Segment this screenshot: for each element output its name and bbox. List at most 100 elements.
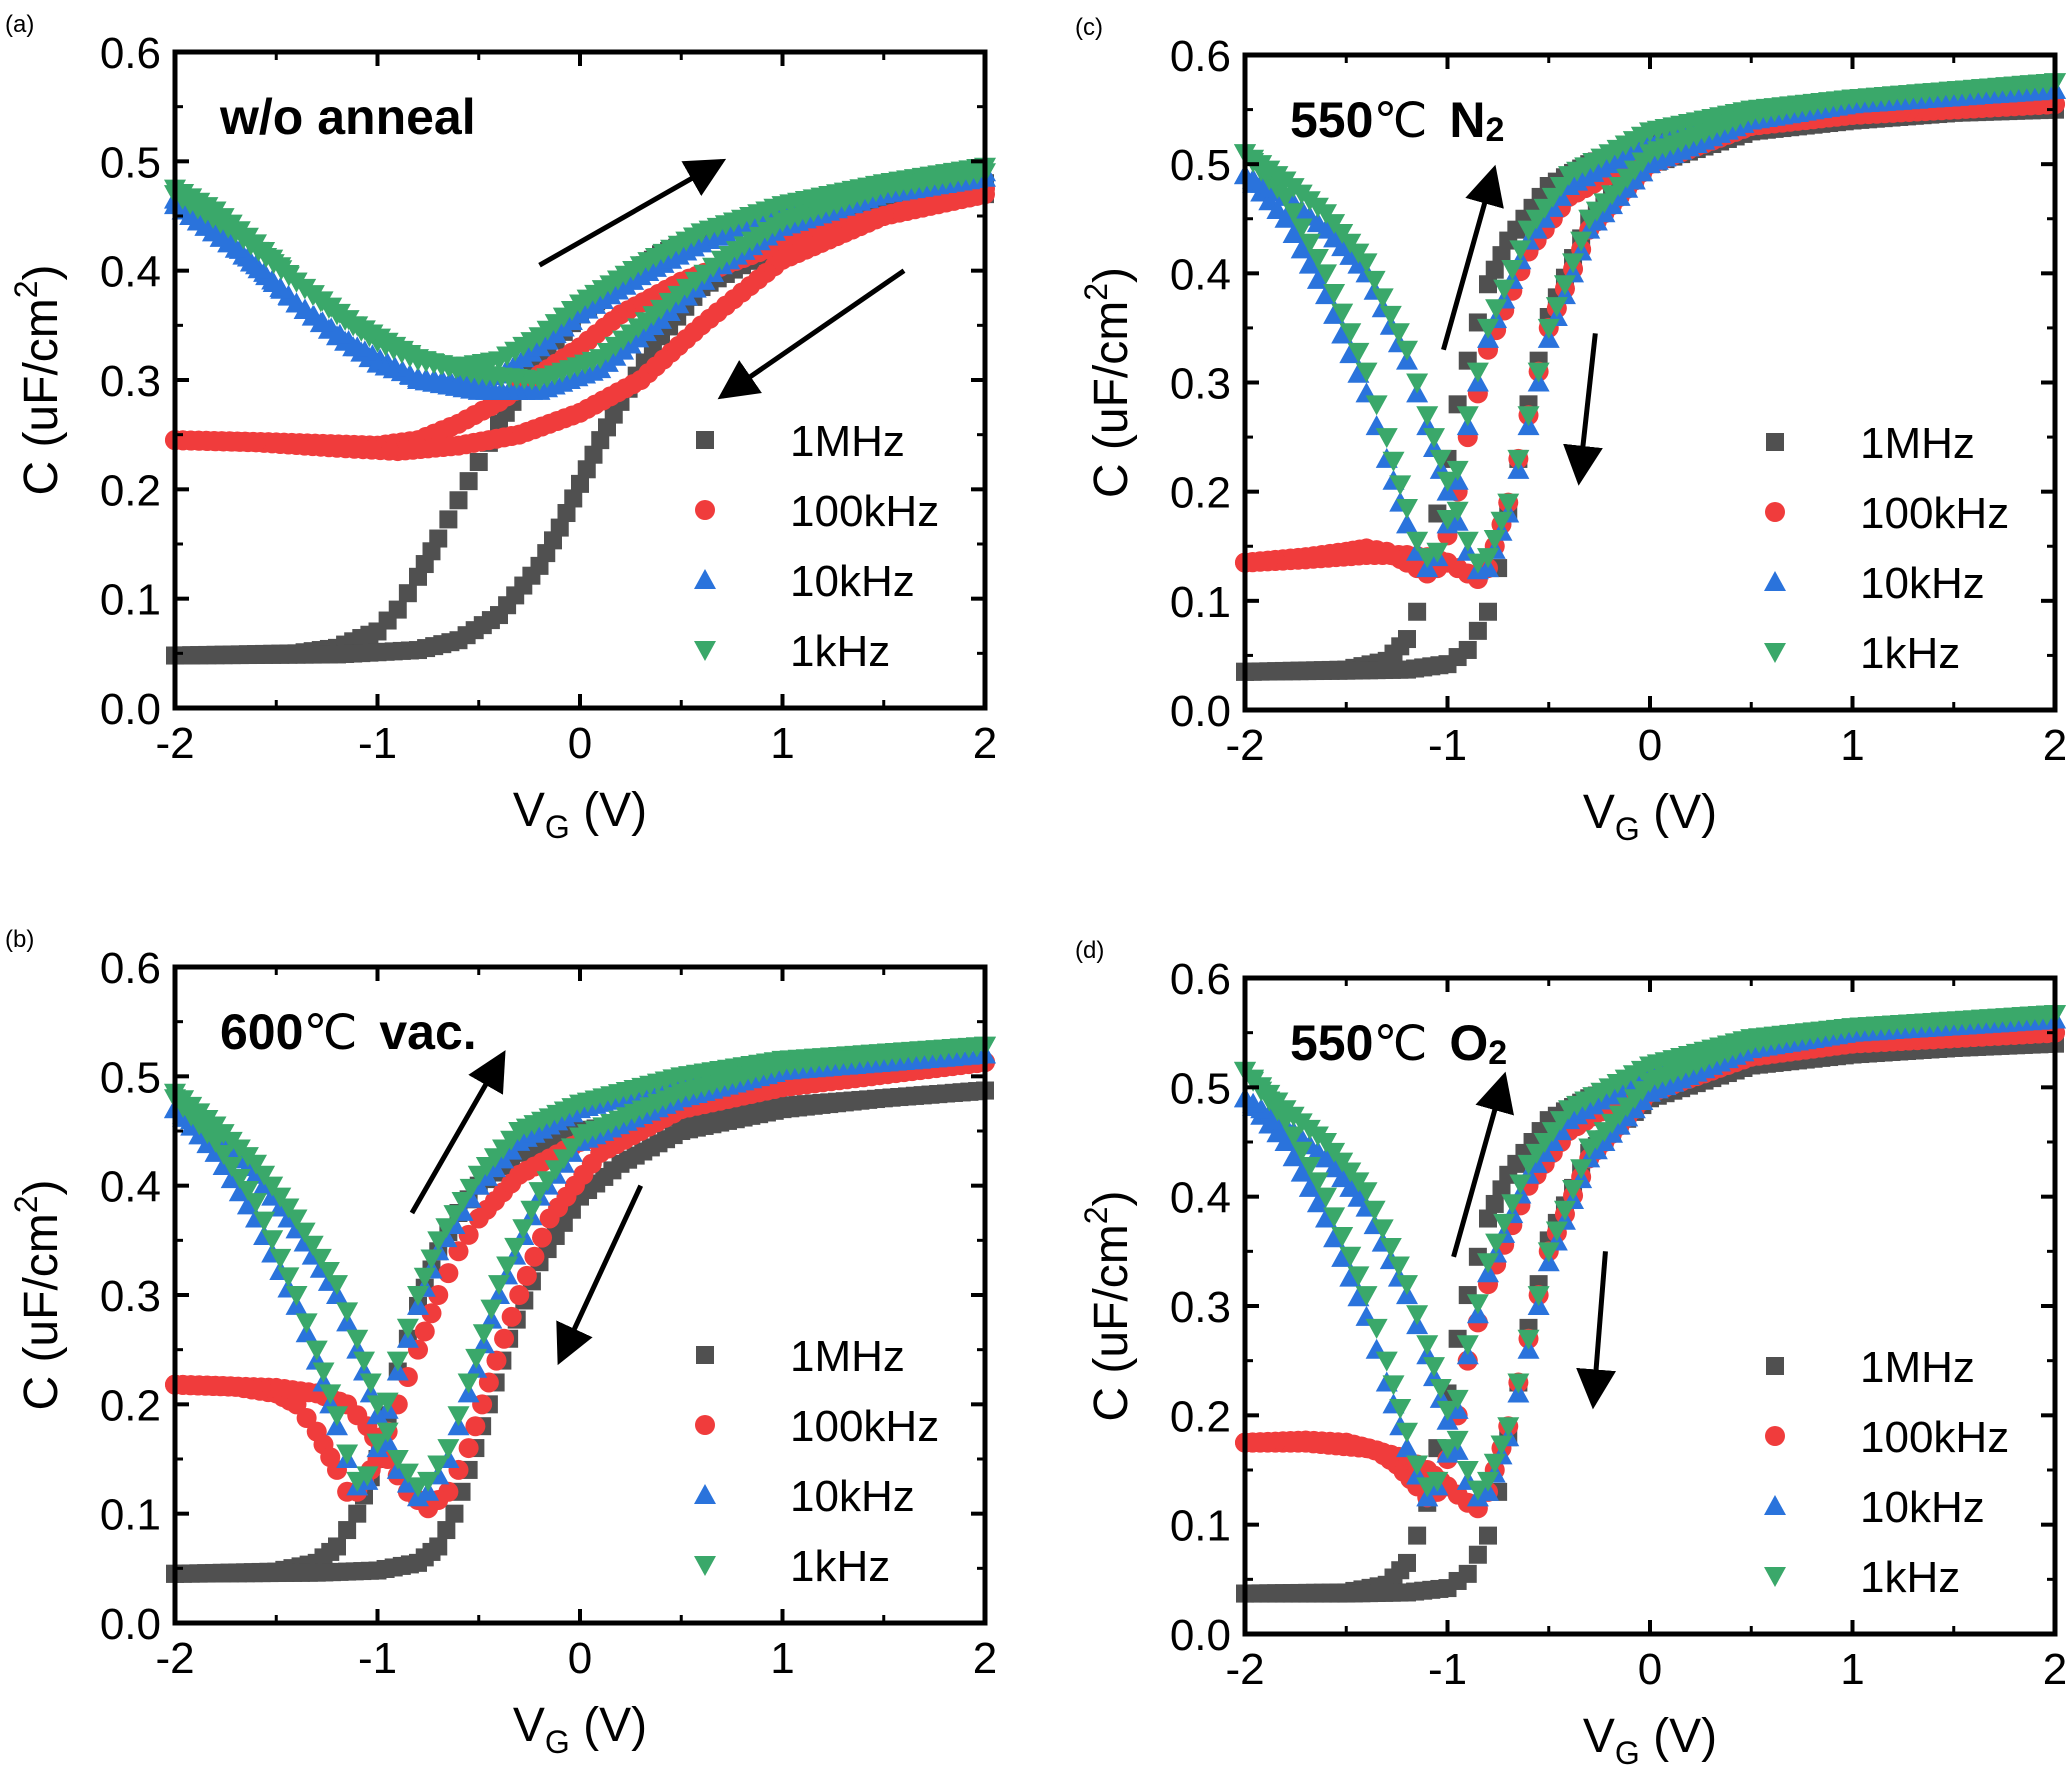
data-point xyxy=(1416,406,1439,427)
legend: 1MHz 100kHz 10kHz 1kHz xyxy=(694,1332,939,1591)
data-point xyxy=(1396,340,1418,361)
data-point xyxy=(1562,1180,1585,1201)
data-point xyxy=(293,1222,316,1243)
data-point xyxy=(458,1224,479,1245)
legend-label: 10kHz xyxy=(1860,1483,1985,1532)
data-point xyxy=(1315,264,1337,285)
data-point xyxy=(336,1444,359,1465)
data-point xyxy=(236,1181,259,1202)
y-tick-label: 0.4 xyxy=(1170,1174,1231,1223)
data-point xyxy=(1466,1480,1489,1501)
data-point xyxy=(1479,602,1497,621)
data-point xyxy=(366,1395,389,1416)
data-point xyxy=(1485,1194,1504,1213)
sweep-arrow xyxy=(1451,1071,1514,1258)
data-point xyxy=(520,1200,543,1221)
data-point xyxy=(1396,1275,1418,1296)
panel-label: (b) xyxy=(5,926,34,953)
data-point xyxy=(539,1208,560,1229)
x-tick-label: 2 xyxy=(973,1634,997,1683)
data-point xyxy=(228,1169,251,1190)
data-point xyxy=(1423,1357,1445,1378)
data-point xyxy=(1331,303,1354,324)
data-point xyxy=(1446,501,1469,522)
legend-marker xyxy=(1764,643,1786,663)
data-point xyxy=(591,431,610,450)
data-point xyxy=(1282,1126,1305,1147)
data-point xyxy=(1306,249,1329,270)
legend-marker xyxy=(694,641,716,661)
x-tick-label: -1 xyxy=(358,1634,397,1683)
data-point xyxy=(447,1406,470,1427)
data-point xyxy=(1537,1242,1560,1263)
data-point xyxy=(1456,1461,1479,1481)
data-point xyxy=(458,1438,479,1459)
data-point xyxy=(1466,1294,1489,1315)
data-point xyxy=(1339,1246,1362,1267)
data-point xyxy=(1379,1237,1402,1258)
data-point xyxy=(1408,602,1427,621)
data-point xyxy=(1436,1400,1459,1421)
y-tick-label: 0.6 xyxy=(1170,955,1231,1004)
data-point xyxy=(496,1256,519,1277)
data-point xyxy=(1406,1305,1429,1326)
y-tick-label: 0.0 xyxy=(100,685,161,734)
legend-label: 1MHz xyxy=(790,417,905,466)
data-point xyxy=(1527,362,1550,383)
data-point xyxy=(1570,1159,1593,1180)
data-point xyxy=(1298,253,1321,274)
data-point xyxy=(459,472,478,491)
data-point xyxy=(1553,275,1576,296)
legend-marker xyxy=(1765,502,1785,522)
data-point xyxy=(1490,1435,1513,1456)
y-tick-label: 0.1 xyxy=(100,576,161,625)
x-axis-label: VG (V) xyxy=(1583,1710,1717,1771)
data-point xyxy=(509,1285,530,1305)
x-tick-label: -2 xyxy=(155,719,194,768)
data-point xyxy=(296,1408,317,1428)
panel-label: (d) xyxy=(1075,937,1104,964)
y-axis-label: C (uF/cm2) xyxy=(1078,1190,1138,1421)
data-point xyxy=(1479,275,1497,294)
data-point xyxy=(421,1303,442,1324)
legend-label: 1kHz xyxy=(1860,629,1960,678)
data-point xyxy=(1331,1227,1354,1248)
legend-label: 1MHz xyxy=(1860,1343,1975,1392)
data-point xyxy=(1525,209,1548,230)
sweep-arrow xyxy=(717,268,906,400)
sweep-arrow xyxy=(409,1050,506,1215)
panel-label: (c) xyxy=(1075,14,1103,41)
x-tick-label: 1 xyxy=(770,719,794,768)
data-point xyxy=(326,1275,348,1296)
data-point xyxy=(253,1165,276,1186)
data-point xyxy=(439,510,458,529)
data-point xyxy=(1406,531,1429,552)
data-point xyxy=(1446,460,1469,481)
data-point xyxy=(1477,548,1499,569)
x-tick-label: 1 xyxy=(770,1634,794,1683)
data-point xyxy=(1398,630,1416,649)
data-point xyxy=(1468,621,1487,640)
y-tick-label: 0.2 xyxy=(1170,469,1231,518)
x-tick-label: -2 xyxy=(155,1634,194,1683)
data-point xyxy=(348,1504,367,1523)
data-point xyxy=(253,1211,276,1232)
x-tick-label: 2 xyxy=(2043,1645,2067,1694)
data-point xyxy=(1282,1146,1305,1167)
y-tick-label: 0.2 xyxy=(100,466,161,515)
data-point xyxy=(1533,198,1556,219)
data-point xyxy=(356,1466,379,1487)
condition-annotation: 550℃ O2 xyxy=(1290,1015,1507,1072)
data-point xyxy=(1549,177,1572,197)
data-point xyxy=(1382,1375,1405,1396)
data-point xyxy=(457,1373,480,1394)
data-point xyxy=(1517,1154,1540,1175)
data-point xyxy=(1477,318,1499,339)
data-point xyxy=(1578,1138,1601,1159)
data-point xyxy=(417,1471,440,1492)
data-point xyxy=(437,1439,460,1460)
data-point xyxy=(428,1285,449,1305)
data-point xyxy=(285,1209,308,1230)
legend-marker xyxy=(694,1556,716,1576)
data-point xyxy=(1501,1194,1524,1215)
